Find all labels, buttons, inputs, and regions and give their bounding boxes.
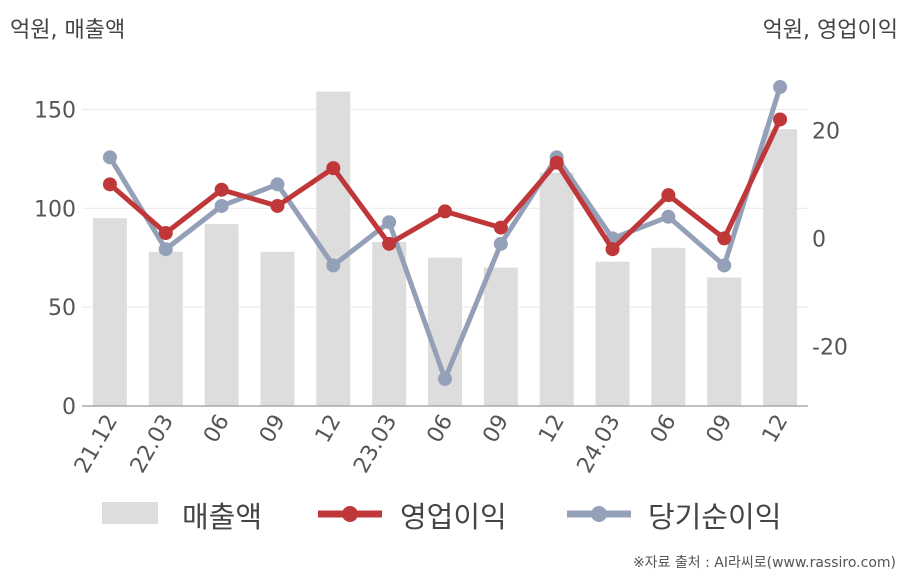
point-operating-profit — [382, 236, 397, 251]
bar-revenue — [148, 251, 183, 406]
x-axis-tick-label: 24.03 — [573, 411, 626, 478]
x-axis-tick-label: 12 — [534, 411, 570, 448]
left-axis-tick-label: 100 — [34, 197, 76, 222]
point-net-income — [773, 80, 788, 95]
point-net-income — [661, 209, 676, 224]
right-axis-tick-label: 0 — [812, 227, 826, 252]
point-operating-profit — [102, 177, 117, 192]
point-operating-profit — [326, 161, 341, 176]
legend-label-revenue: 매출액 — [182, 500, 263, 534]
legend-label-operating: 영업이익 — [400, 500, 507, 534]
source-note: ※자료 출처 : AI라씨로(www.rassiro.com) — [632, 555, 896, 571]
point-operating-profit — [605, 242, 620, 257]
bar-revenue — [595, 261, 630, 406]
point-net-income — [158, 242, 173, 257]
point-net-income — [438, 371, 452, 386]
x-axis-tick-label: 06 — [199, 411, 235, 448]
legend-label-net: 당기순이익 — [648, 500, 782, 534]
bar-revenue — [707, 277, 742, 406]
x-axis-tick-label: 06 — [646, 411, 682, 448]
point-operating-profit — [661, 188, 676, 203]
point-operating-profit — [214, 182, 229, 197]
x-axis-tick-label: 09 — [255, 411, 291, 448]
left-axis-unit: 억원, 매출액 — [10, 18, 126, 43]
bar-revenue — [763, 129, 798, 406]
point-operating-profit — [717, 231, 732, 246]
point-operating-profit — [270, 198, 285, 213]
point-operating-profit — [549, 155, 564, 170]
point-net-income — [102, 150, 117, 165]
bar-revenue — [260, 251, 295, 406]
left-axis-tick-label: 150 — [34, 98, 76, 123]
x-axis-tick-label: 22.03 — [126, 411, 179, 478]
bar-revenue — [651, 247, 686, 406]
point-operating-profit — [158, 226, 173, 240]
x-axis-tick-label: 06 — [423, 411, 459, 448]
x-axis-tick-label: 21.12 — [70, 411, 123, 478]
bar-revenue — [372, 241, 407, 406]
point-net-income — [717, 258, 732, 273]
point-net-income — [270, 177, 285, 192]
bar-revenue — [483, 267, 518, 406]
x-axis-tick-label: 09 — [478, 411, 514, 448]
right-axis-tick-label: -20 — [812, 336, 848, 361]
x-axis-tick-label: 12 — [758, 411, 794, 448]
right-axis-tick-label: 20 — [812, 119, 840, 144]
point-operating-profit — [493, 220, 508, 235]
right-axis-unit: 억원, 영업이익 — [762, 18, 898, 43]
bar-revenue — [539, 172, 574, 406]
point-operating-profit — [438, 204, 452, 219]
point-operating-profit — [773, 112, 788, 127]
x-axis-tick-label: 09 — [702, 411, 738, 448]
point-net-income — [382, 215, 397, 230]
left-axis-tick-label: 0 — [62, 395, 76, 420]
bar-revenue — [92, 218, 127, 406]
point-net-income — [326, 258, 341, 273]
point-net-income — [493, 236, 508, 251]
left-axis-tick-label: 50 — [48, 296, 76, 321]
point-net-income — [214, 198, 229, 213]
x-axis-tick-label: 23.03 — [349, 411, 402, 478]
bar-revenue — [204, 224, 239, 406]
x-axis-tick-label: 12 — [311, 411, 347, 448]
